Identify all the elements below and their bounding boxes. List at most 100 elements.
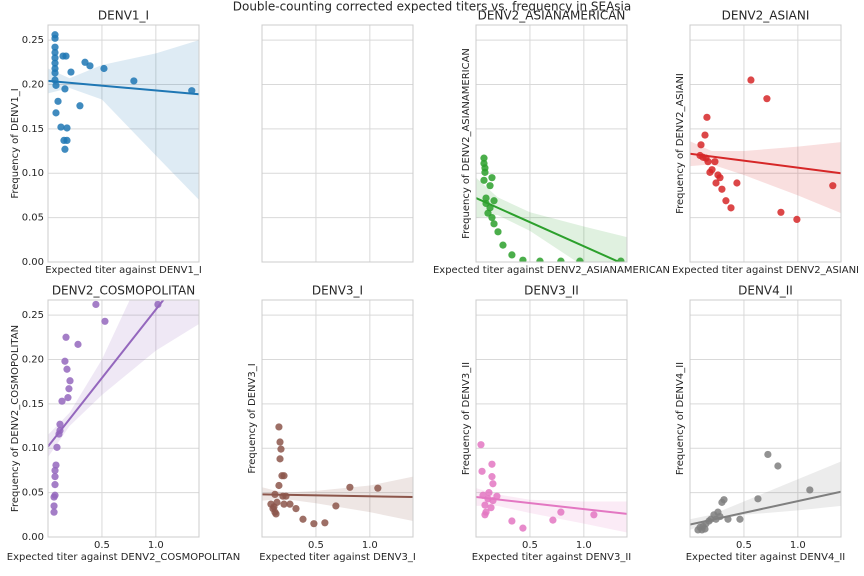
data-point [477,441,485,449]
data-point [67,68,75,76]
data-point [275,423,283,431]
confidence-band [48,300,199,458]
data-point [716,174,724,182]
plot-marks [262,423,413,528]
axes-frame [689,24,842,263]
plot-area [262,25,413,262]
y-axis-label: Frequency of DENV1_I [10,88,21,198]
data-point [50,508,58,516]
data-point [488,460,496,468]
data-point [51,481,59,489]
data-point [763,95,771,103]
data-point [321,519,329,527]
data-point [276,438,284,446]
regression-line [48,79,199,96]
y-tick-label: 0.25 [22,35,44,46]
axes-frame [475,299,628,538]
data-point [481,501,489,509]
axes-frame [261,24,414,263]
data-point [299,515,307,523]
data-point [64,394,72,402]
axes-frame [47,24,200,263]
data-point [697,141,705,149]
data-point [482,194,490,202]
y-tick-label: 0.25 [22,310,44,321]
data-point [519,524,527,532]
regression-line [476,496,627,515]
x-tick-label: 0.5 [308,540,324,551]
y-axis-label: Frequency of DENV3_II [461,362,472,475]
data-point [58,397,66,405]
data-point [65,385,73,393]
subplot-title: DENV3_I [312,284,363,298]
x-axis-label: Expected titer against DENV2_ASIANAMERIC… [433,265,670,276]
data-point [488,214,496,222]
data-point [764,450,772,459]
x-tick-label: 1.0 [362,540,378,551]
data-point [51,473,59,481]
plot-area [476,300,627,537]
subplot: 0.5 1.0 DENV4_II Expected titer against DEN… [675,284,845,564]
data-point [480,176,488,184]
x-axis-label: Expected titer against DENV3_I [259,552,416,563]
data-point [703,113,711,121]
plot-area [48,300,199,537]
y-tick-label: 0.15 [22,399,44,410]
data-point [346,483,354,491]
subplot-title: DENV3_II [524,284,579,298]
data-point [557,508,565,516]
y-axis-label: Frequency of DENV2_ASIANI [675,73,686,214]
axes-frame [47,299,200,538]
data-point [50,493,58,501]
data-point [86,62,94,70]
y-tick-label: 0.10 [22,443,44,454]
data-point [81,58,89,66]
data-point [332,502,340,510]
x-tick-label: 0.5 [94,540,110,551]
data-point [275,481,283,490]
plot-area [476,25,627,262]
data-point [488,473,496,481]
x-axis-label: Expected titer against DENV4_II [686,552,846,563]
data-point [280,500,288,508]
data-point [60,136,68,144]
data-point [508,251,516,259]
data-point [63,124,71,132]
subplot-title: DENV2_COSMOPOLITAN [52,284,195,298]
data-point [493,492,501,500]
data-point [273,498,281,506]
y-axis-label: Frequency of DENV2_ASIANAMERICAN [461,48,472,239]
y-axis-label: Frequency of DENV3_I [247,363,258,473]
data-point [485,489,493,497]
x-axis-label: Expected titer against DENV1_I [45,265,202,276]
data-point [727,204,735,212]
data-point [51,34,59,42]
data-point [61,85,69,93]
data-point [100,64,108,73]
data-point [701,525,709,533]
data-point [733,179,741,187]
data-point [590,511,598,519]
data-point [51,54,59,62]
data-point [130,77,138,85]
axes-frame [475,24,628,263]
data-point [62,52,70,60]
regression-line [48,300,165,448]
data-point [310,520,318,528]
data-point [806,486,814,494]
data-point [52,81,60,89]
data-point [519,256,527,262]
data-point [272,510,280,518]
y-tick-label: 0.15 [22,124,44,135]
data-point [51,48,59,57]
data-point [712,179,720,187]
x-tick-label: 1.0 [148,540,164,551]
subplot [261,24,414,263]
y-tick-label: 0.20 [22,79,44,90]
y-axis-label: Frequency of DENV4_II [675,362,686,475]
data-point [63,365,71,373]
figure-title: Double-counting corrected expected titer… [233,0,632,14]
data-point [374,484,382,492]
data-point [56,420,64,428]
plot-marks [476,154,627,262]
